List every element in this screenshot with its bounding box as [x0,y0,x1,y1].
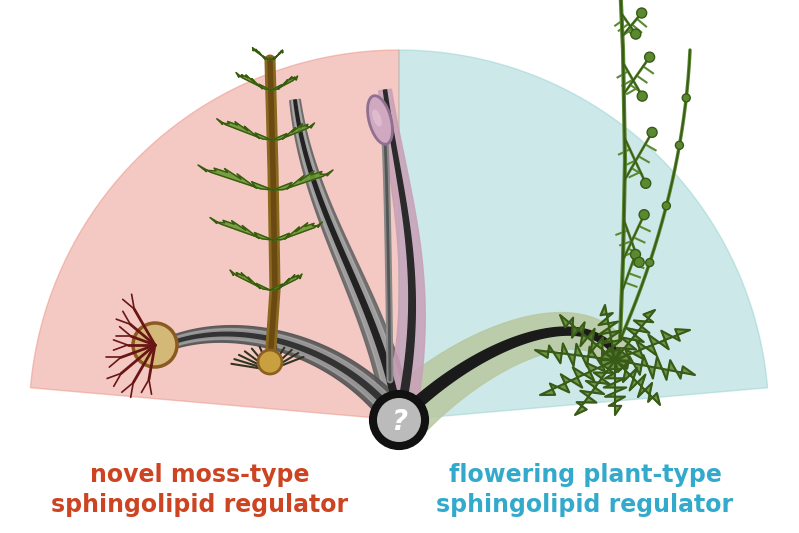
Circle shape [638,91,647,101]
Polygon shape [615,355,695,380]
Polygon shape [198,165,273,190]
Ellipse shape [368,96,392,144]
Polygon shape [560,315,615,360]
Polygon shape [142,326,410,429]
Polygon shape [145,332,401,422]
Polygon shape [384,90,415,421]
Polygon shape [598,305,622,360]
Polygon shape [272,123,315,140]
Polygon shape [236,72,271,90]
Polygon shape [270,274,302,290]
Polygon shape [230,270,270,290]
Polygon shape [395,327,622,424]
Circle shape [647,127,657,138]
Circle shape [639,209,649,220]
Polygon shape [379,89,425,423]
Text: sphingolipid regulator: sphingolipid regulator [51,493,348,517]
Text: ?: ? [391,408,407,436]
Circle shape [377,398,421,442]
Circle shape [645,52,654,62]
Polygon shape [252,47,270,60]
Polygon shape [273,222,323,240]
Polygon shape [273,170,333,190]
Ellipse shape [372,109,382,126]
Circle shape [675,141,683,149]
Circle shape [637,8,646,18]
Polygon shape [615,360,660,405]
Polygon shape [217,119,272,140]
Text: flowering plant-type: flowering plant-type [448,463,721,487]
Polygon shape [294,100,403,421]
Polygon shape [540,360,615,395]
Polygon shape [604,360,626,415]
Text: sphingolipid regulator: sphingolipid regulator [436,493,733,517]
Polygon shape [535,343,615,367]
Circle shape [630,249,641,260]
Polygon shape [143,329,406,425]
Circle shape [133,323,177,367]
Circle shape [646,259,654,266]
Polygon shape [575,360,615,415]
Polygon shape [271,76,297,90]
Polygon shape [615,310,655,360]
Circle shape [641,179,650,188]
Polygon shape [380,312,632,440]
Circle shape [682,94,690,102]
Polygon shape [30,50,399,420]
Polygon shape [292,100,409,422]
Polygon shape [399,50,768,420]
Polygon shape [270,50,283,60]
Circle shape [634,257,644,267]
Circle shape [662,202,670,210]
Circle shape [258,350,282,374]
Polygon shape [615,329,690,361]
Circle shape [630,29,641,39]
Polygon shape [210,217,273,240]
Text: novel moss-type: novel moss-type [90,463,310,487]
Polygon shape [290,99,414,423]
Circle shape [371,392,427,448]
